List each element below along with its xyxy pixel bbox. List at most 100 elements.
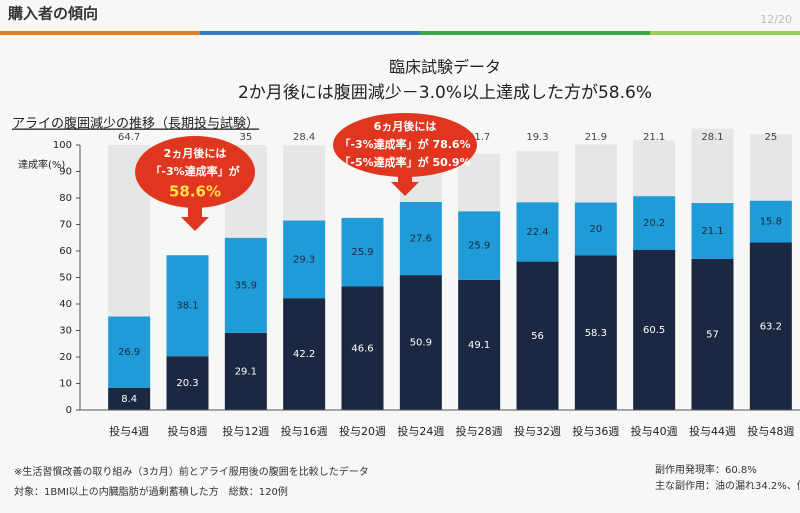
bar-segment (574, 144, 617, 203)
bar-segment (574, 255, 617, 410)
data-label: 28.4 (293, 132, 315, 143)
bar-segment (458, 279, 501, 410)
bar-segment (166, 255, 209, 357)
data-label: 21.1 (701, 226, 723, 237)
data-label: 60.5 (643, 325, 665, 336)
data-label: 27.6 (410, 234, 432, 245)
bar-segment (749, 200, 792, 243)
bar-segment (108, 387, 151, 410)
callout-text: 58.6% (169, 183, 221, 201)
chart-subtitle: 2か月後には腹囲減少－3.0%以上達成した方が58.6% (238, 83, 652, 103)
callout-text: 「-5%達成率」が 50.9% (339, 155, 470, 169)
data-label: 22.4 (526, 227, 548, 238)
x-tick-label: 投与24週 (397, 424, 444, 438)
bar-segment (574, 202, 617, 256)
bar-segment (516, 202, 559, 262)
bar-segment (749, 242, 792, 410)
data-label: 25.9 (351, 247, 373, 258)
y-tick-label: 30 (59, 326, 72, 337)
x-tick-label: 投与28週 (456, 424, 503, 438)
y-tick-label: 50 (59, 273, 72, 284)
data-label: 25.9 (468, 241, 490, 252)
callout-text: 「-3%達成率」が (150, 164, 239, 178)
bar-segment (399, 275, 442, 410)
x-tick-label: 投与8週 (168, 424, 208, 438)
data-label: 15.8 (760, 217, 782, 228)
note: ※生活習慣改善の取り組み（3カ月）前とアライ服用後の腹囲を比較したデータ (14, 465, 369, 478)
data-label: 21.9 (585, 132, 607, 143)
callout-arrow (391, 175, 419, 196)
x-tick-label: 投与44週 (689, 424, 736, 438)
y-tick-label: 20 (59, 352, 72, 363)
data-label: 20 (589, 224, 602, 235)
data-label: 64.7 (118, 132, 140, 143)
data-label: 21.1 (643, 132, 665, 143)
data-label: 42.2 (293, 349, 315, 360)
bar-segment (691, 203, 734, 259)
callout-text: 6ヵ月後には (374, 119, 437, 133)
note: 対象：1BMI以上の内臓脂肪が過剰蓄積した方 総数：120例 (14, 485, 288, 498)
y-tick-label: 70 (59, 220, 72, 231)
bar-segment (633, 196, 676, 250)
x-tick-label: 投与4週 (109, 424, 149, 438)
data-label: 58.3 (585, 328, 607, 339)
data-label: 50.9 (410, 338, 432, 349)
x-tick-label: 投与12週 (222, 424, 269, 438)
data-label: 49.1 (468, 340, 490, 351)
data-label: 29.3 (293, 254, 315, 265)
side-note: 主な副作用：油の漏れ34.2%、便 (655, 479, 800, 492)
data-label: 20.2 (643, 218, 665, 229)
callout (135, 136, 255, 208)
bar-segment (224, 332, 267, 410)
bar-segment (749, 134, 792, 201)
y-tick-label: 60 (59, 246, 72, 257)
callout (333, 113, 477, 177)
data-label: 46.6 (351, 343, 373, 354)
x-tick-label: 投与36週 (572, 424, 619, 438)
side-note: 副作用発現率：60.8% (655, 463, 757, 476)
bar-segment (516, 151, 559, 203)
callout-arrow (181, 206, 209, 231)
y-tick-label: 10 (59, 379, 72, 390)
data-label: 25 (764, 132, 777, 143)
rule (420, 31, 650, 35)
bar-segment (108, 316, 151, 388)
rule (200, 31, 420, 35)
bar-segment (458, 153, 501, 212)
bar-segment (341, 217, 384, 287)
x-tick-label: 投与20週 (339, 424, 386, 438)
chart-label: アライの腹囲減少の推移（長期投与試験） (12, 116, 259, 132)
chart-title: 臨床試験データ (389, 58, 501, 77)
bar-segment (399, 201, 442, 276)
y-tick-label: 90 (59, 167, 72, 178)
data-label: 26.9 (118, 347, 140, 358)
bar-segment (691, 128, 734, 204)
data-label: 63.2 (760, 321, 782, 332)
rule (0, 31, 200, 35)
bar-segment (283, 220, 326, 299)
data-label: 20.3 (176, 378, 198, 389)
data-label: 57 (706, 329, 719, 340)
y-tick-label: 100 (53, 140, 72, 151)
bar-segment (691, 258, 734, 410)
data-label: 28.1 (701, 132, 723, 143)
callout-text: 2ヵ月後には (164, 146, 227, 160)
data-label: 35 (239, 132, 252, 143)
data-label: 8.4 (121, 394, 137, 405)
bar-segment (633, 249, 676, 410)
y-axis-label: 達成率(%) (18, 158, 65, 171)
data-label: 29.1 (235, 366, 257, 377)
data-label: 19.3 (526, 132, 548, 143)
x-tick-label: 投与16週 (281, 424, 328, 438)
data-label: 56 (531, 331, 544, 342)
bar-segment (224, 237, 267, 333)
data-label: 21.7 (468, 132, 490, 143)
page-number: 12/20 (760, 13, 792, 26)
x-tick-label: 投与48週 (747, 424, 794, 438)
callout-text: 「-3%達成率」が 78.6% (339, 137, 470, 151)
header-title: 購入者の傾向 (7, 5, 98, 23)
bar-segment (516, 261, 559, 410)
data-label: 38.1 (176, 301, 198, 312)
